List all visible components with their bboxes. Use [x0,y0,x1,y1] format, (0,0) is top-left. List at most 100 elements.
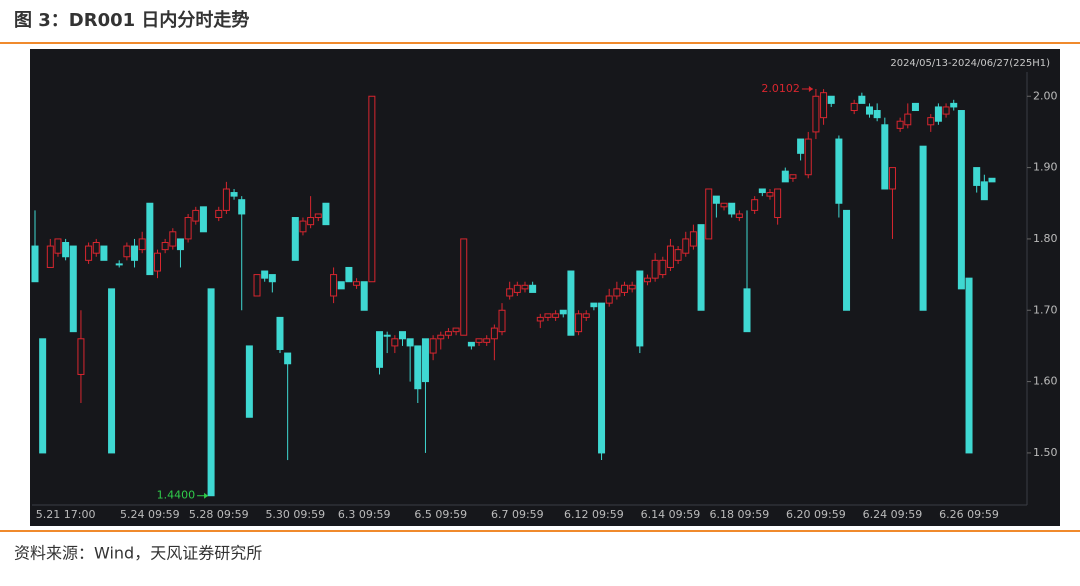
candle-body [888,167,896,190]
candle-body [39,338,47,454]
candle-body [804,138,812,176]
y-tick-label: 1.80 [1033,232,1058,245]
candle-body [529,284,537,293]
candle-body [544,313,552,318]
candle-body [735,213,743,219]
candle-body [483,338,491,343]
candle-body [965,277,973,454]
candle-body [858,95,866,104]
candle-body [460,238,468,336]
candle-body [314,213,322,219]
source-note: 资料来源：Wind，天风证券研究所 [14,544,262,563]
candle-body [54,238,62,254]
y-tick-label: 1.50 [1033,446,1058,459]
candle-body [31,245,39,283]
candle-body [590,302,598,308]
candle-body [92,241,100,254]
candle-body [781,170,789,183]
candle-body [827,95,835,104]
candle-body [421,338,429,383]
candle-body [131,245,139,261]
candle-body [689,231,697,247]
candle-body [651,259,659,279]
candle-body [766,192,774,197]
annotation-arrowhead [808,85,813,92]
candle-body [674,249,682,261]
candle-body [261,270,269,279]
candle-body [866,106,874,115]
candle-body [467,341,475,347]
candle-body [391,338,399,347]
y-tick-label: 2.00 [1033,89,1058,102]
candle-body [230,192,238,197]
candle-body [215,209,223,219]
candle-body [919,145,927,311]
candle-body [536,316,544,322]
candle-body [934,106,942,122]
candle-body [659,259,667,276]
candle-body [360,281,368,311]
candle-body [521,284,529,290]
candle-body [138,238,146,251]
candle-body [376,331,384,368]
candle-body [797,138,805,154]
candle-body [199,206,207,233]
x-tick-label: 5.28 09:59 [189,508,249,521]
candle-body [115,263,123,266]
candle-body [957,110,965,290]
plot-background [30,49,1060,526]
candle-body [153,252,161,272]
candle-body [988,177,996,183]
candle-body [307,217,315,226]
candle-body [927,117,935,126]
x-tick-label: 6.26 09:59 [939,508,999,521]
y-tick-label: 1.90 [1033,161,1058,174]
candle-body [973,167,981,186]
y-tick-label: 1.70 [1033,303,1058,316]
candle-body [291,217,299,261]
x-tick-label: 6.5 09:59 [414,508,467,521]
candle-body [789,174,797,179]
x-tick-label: 5.30 09:59 [265,508,325,521]
candle-body [222,188,230,211]
candle-body [559,309,567,315]
candle-body [345,266,353,283]
candle-body [444,331,452,336]
candle-body [452,327,460,333]
candle-body [575,313,583,333]
candle-body [911,102,919,112]
candle-body [123,245,131,258]
candle-body [843,209,851,311]
candle-body [207,288,215,497]
candle-body [475,338,483,343]
candle-body [835,138,843,204]
x-tick-label: 6.12 09:59 [564,508,624,521]
candle-body [720,202,728,208]
candle-body [398,331,406,340]
candle-body [268,274,276,283]
y-tick-label: 1.60 [1033,375,1058,388]
candle-body [146,202,154,276]
candle-body [322,202,330,226]
candle-body [513,284,521,293]
candle-body [743,288,751,333]
candle-body [812,95,820,133]
candle-body [383,334,391,337]
candle-body [100,245,108,261]
x-tick-label: 6.3 09:59 [338,508,391,521]
annotation-label: 2.0102 [761,82,800,95]
candle-body [904,113,912,126]
candle-body [582,313,590,318]
candle-body [682,238,690,254]
candle-body [238,199,246,215]
candle-body [881,124,889,190]
candle-body [628,284,636,290]
candle-body [184,217,192,240]
candle-body [245,345,253,418]
candle-body [758,188,766,194]
candle-body [942,106,950,115]
candle-body [161,241,169,251]
candle-body [337,281,345,290]
candle-body [77,338,85,375]
